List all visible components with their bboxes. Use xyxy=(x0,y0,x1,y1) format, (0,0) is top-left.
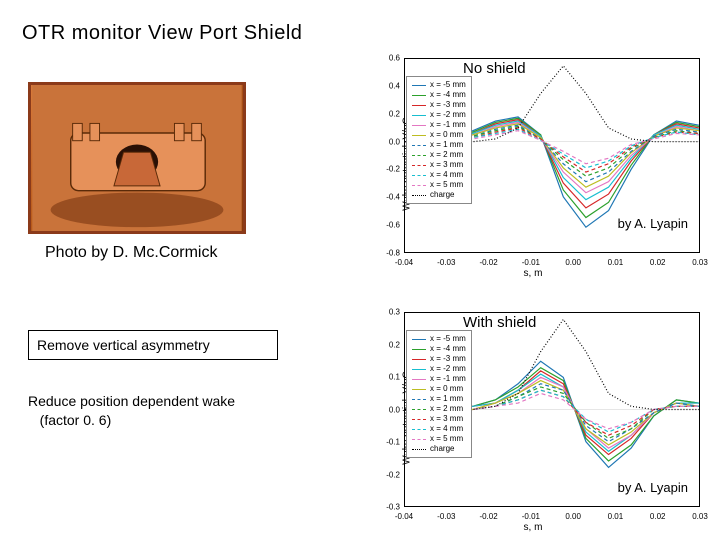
ytick: -0.3 xyxy=(378,503,400,512)
xtick: 0.01 xyxy=(608,512,624,521)
chart-top-legend: x = -5 mmx = -4 mmx = -3 mmx = -2 mmx = … xyxy=(406,76,472,204)
legend-row: x = -4 mm xyxy=(412,90,466,100)
note-reduce-wake-l1: Reduce position dependent wake xyxy=(28,393,235,409)
ytick: 0.3 xyxy=(378,308,400,317)
chart-no-shield: No shield by A. Lyapin Wake potential, V… xyxy=(358,46,708,281)
ytick: 0.6 xyxy=(378,54,400,63)
legend-row: x = 0 mm xyxy=(412,384,466,394)
note-remove-asymmetry: Remove vertical asymmetry xyxy=(28,330,278,360)
xtick: 0.03 xyxy=(692,258,708,267)
xtick: -0.02 xyxy=(479,512,497,521)
ytick: -0.2 xyxy=(378,165,400,174)
xtick: -0.01 xyxy=(522,512,540,521)
ytick: 0.1 xyxy=(378,373,400,382)
xtick: -0.04 xyxy=(395,258,413,267)
legend-row: x = 3 mm xyxy=(412,414,466,424)
legend-row: x = 4 mm xyxy=(412,170,466,180)
legend-row: x = 1 mm xyxy=(412,140,466,150)
legend-row: x = 2 mm xyxy=(412,404,466,414)
legend-row: charge xyxy=(412,190,466,200)
xtick: -0.01 xyxy=(522,258,540,267)
note-reduce-wake: Reduce position dependent wake (factor 0… xyxy=(28,388,308,434)
legend-row: x = -3 mm xyxy=(412,354,466,364)
copper-shield-drawing xyxy=(31,85,243,231)
xtick: 0.00 xyxy=(565,512,581,521)
photo-credit: Photo by D. Mc.Cormick xyxy=(45,244,217,262)
ytick: -0.4 xyxy=(378,193,400,202)
xtick: -0.04 xyxy=(395,512,413,521)
xtick: 0.03 xyxy=(692,512,708,521)
ytick: -0.6 xyxy=(378,221,400,230)
ytick: -0.2 xyxy=(378,470,400,479)
chart-top-title: No shield xyxy=(463,60,526,77)
xtick: 0.01 xyxy=(608,258,624,267)
legend-row: x = 5 mm xyxy=(412,434,466,444)
legend-row: x = -3 mm xyxy=(412,100,466,110)
ytick: 0.2 xyxy=(378,340,400,349)
chart-top-xlabel: s, m xyxy=(524,268,543,279)
ytick: -0.8 xyxy=(378,249,400,258)
legend-row: x = -1 mm xyxy=(412,120,466,130)
xtick: 0.02 xyxy=(650,512,666,521)
legend-row: x = 1 mm xyxy=(412,394,466,404)
chart-bottom-title: With shield xyxy=(463,314,536,331)
page-title: OTR monitor View Port Shield xyxy=(22,22,302,45)
legend-row: x = 0 mm xyxy=(412,130,466,140)
legend-row: x = -2 mm xyxy=(412,110,466,120)
legend-row: x = 3 mm xyxy=(412,160,466,170)
note-reduce-wake-l2: (factor 0. 6) xyxy=(40,412,112,428)
device-photo xyxy=(28,82,246,234)
ytick: -0.1 xyxy=(378,438,400,447)
ytick: 0.0 xyxy=(378,405,400,414)
chart-bottom-legend: x = -5 mmx = -4 mmx = -3 mmx = -2 mmx = … xyxy=(406,330,472,458)
chart-with-shield: With shield by A. Lyapin Wake potential,… xyxy=(358,300,708,535)
ytick: 0.2 xyxy=(378,109,400,118)
legend-row: charge xyxy=(412,444,466,454)
legend-row: x = -1 mm xyxy=(412,374,466,384)
legend-row: x = -5 mm xyxy=(412,334,466,344)
legend-row: x = 2 mm xyxy=(412,150,466,160)
ytick: 0.0 xyxy=(378,137,400,146)
chart-top-credit: by A. Lyapin xyxy=(618,216,688,231)
chart-bottom-xlabel: s, m xyxy=(524,522,543,533)
chart-bottom-credit: by A. Lyapin xyxy=(618,480,688,495)
legend-row: x = -5 mm xyxy=(412,80,466,90)
ytick: 0.4 xyxy=(378,81,400,90)
xtick: -0.03 xyxy=(437,512,455,521)
legend-row: x = -4 mm xyxy=(412,344,466,354)
legend-row: x = -2 mm xyxy=(412,364,466,374)
xtick: 0.00 xyxy=(565,258,581,267)
legend-row: x = 4 mm xyxy=(412,424,466,434)
xtick: 0.02 xyxy=(650,258,666,267)
xtick: -0.02 xyxy=(479,258,497,267)
xtick: -0.03 xyxy=(437,258,455,267)
legend-row: x = 5 mm xyxy=(412,180,466,190)
